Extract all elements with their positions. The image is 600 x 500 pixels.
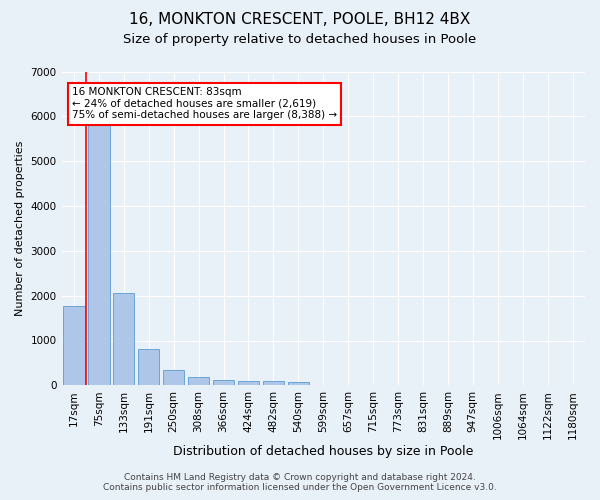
Bar	[263, 381, 284, 386]
Bar	[64, 306, 85, 386]
Text: Size of property relative to detached houses in Poole: Size of property relative to detached ho…	[124, 32, 476, 46]
X-axis label: Distribution of detached houses by size in Poole: Distribution of detached houses by size …	[173, 444, 473, 458]
Text: Contains HM Land Registry data © Crown copyright and database right 2024.
Contai: Contains HM Land Registry data © Crown c…	[103, 473, 497, 492]
Bar	[188, 377, 209, 386]
Bar	[288, 382, 309, 386]
Bar	[213, 380, 234, 386]
Bar	[138, 348, 160, 386]
Y-axis label: Number of detached properties: Number of detached properties	[15, 140, 25, 316]
Bar	[163, 370, 184, 386]
Text: 16, MONKTON CRESCENT, POOLE, BH12 4BX: 16, MONKTON CRESCENT, POOLE, BH12 4BX	[130, 12, 470, 28]
Bar	[88, 126, 110, 386]
Bar	[113, 293, 134, 386]
Text: 16 MONKTON CRESCENT: 83sqm
← 24% of detached houses are smaller (2,619)
75% of s: 16 MONKTON CRESCENT: 83sqm ← 24% of deta…	[72, 87, 337, 120]
Bar	[238, 380, 259, 386]
